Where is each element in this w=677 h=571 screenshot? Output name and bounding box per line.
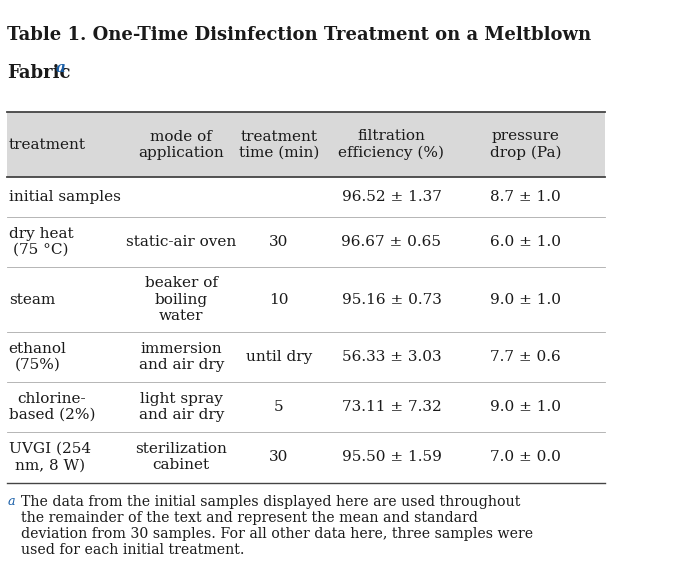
Text: 6.0 ± 1.0: 6.0 ± 1.0 [490, 235, 561, 249]
Text: 9.0 ± 1.0: 9.0 ± 1.0 [490, 400, 561, 414]
Text: The data from the initial samples displayed here are used throughout
the remaind: The data from the initial samples displa… [21, 494, 533, 557]
Text: initial samples: initial samples [9, 190, 121, 204]
Text: ethanol
(75%): ethanol (75%) [9, 342, 66, 372]
Text: Fabric: Fabric [7, 64, 71, 82]
Text: immersion
and air dry: immersion and air dry [139, 342, 224, 372]
Text: static-air oven: static-air oven [126, 235, 236, 249]
Text: mode of
application: mode of application [138, 130, 224, 160]
Text: 5: 5 [274, 400, 284, 414]
Text: dry heat
(75 °C): dry heat (75 °C) [9, 227, 73, 257]
Text: 7.7 ± 0.6: 7.7 ± 0.6 [490, 350, 561, 364]
Text: 95.50 ± 1.59: 95.50 ± 1.59 [342, 450, 441, 464]
Text: treatment: treatment [9, 138, 86, 152]
Text: until dry: until dry [246, 350, 312, 364]
Text: chlorine-
based (2%): chlorine- based (2%) [9, 392, 95, 422]
Text: 95.16 ± 0.73: 95.16 ± 0.73 [342, 292, 441, 307]
Text: 8.7 ± 1.0: 8.7 ± 1.0 [490, 190, 561, 204]
Text: 9.0 ± 1.0: 9.0 ± 1.0 [490, 292, 561, 307]
Text: sterilization
cabinet: sterilization cabinet [135, 442, 227, 472]
Text: Table 1. One-Time Disinfection Treatment on a Meltblown: Table 1. One-Time Disinfection Treatment… [7, 26, 592, 45]
Text: 7.0 ± 0.0: 7.0 ± 0.0 [490, 450, 561, 464]
Text: 56.33 ± 3.03: 56.33 ± 3.03 [342, 350, 441, 364]
Bar [7, 112, 605, 177]
Text: UVGI (254
nm, 8 W): UVGI (254 nm, 8 W) [9, 442, 91, 472]
Text: pressure
drop (Pa): pressure drop (Pa) [490, 129, 561, 160]
Text: 73.11 ± 7.32: 73.11 ± 7.32 [342, 400, 441, 414]
Text: a: a [56, 61, 66, 75]
Text: filtration
efficiency (%): filtration efficiency (%) [338, 129, 445, 160]
Text: 96.52 ± 1.37: 96.52 ± 1.37 [342, 190, 441, 204]
Text: treatment
time (min): treatment time (min) [238, 130, 319, 160]
Text: a: a [7, 494, 15, 508]
Text: 30: 30 [269, 450, 288, 464]
Text: 10: 10 [269, 292, 288, 307]
Text: light spray
and air dry: light spray and air dry [139, 392, 224, 422]
Text: steam: steam [9, 292, 55, 307]
Text: 30: 30 [269, 235, 288, 249]
Text: 96.67 ± 0.65: 96.67 ± 0.65 [341, 235, 441, 249]
Text: beaker of
boiling
water: beaker of boiling water [145, 276, 218, 323]
